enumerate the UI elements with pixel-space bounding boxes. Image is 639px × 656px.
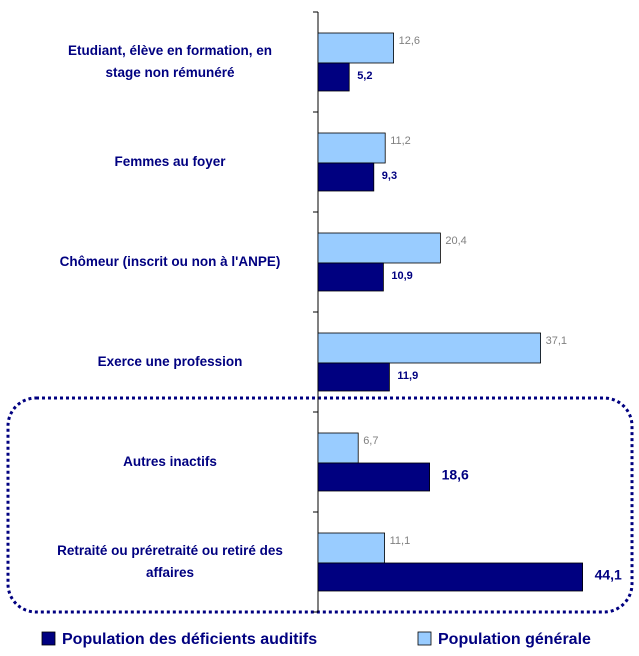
bar — [317, 232, 441, 264]
bar — [317, 532, 385, 564]
category-label: Autres inactifs — [123, 454, 217, 469]
value-label: 10,9 — [391, 270, 412, 282]
category-label: Chômeur (inscrit ou non à l'ANPE) — [59, 254, 281, 269]
category-label: Retraité ou préretraité ou retiré des af… — [57, 543, 283, 580]
value-label: 11,1 — [390, 535, 411, 547]
bar — [317, 362, 390, 392]
bar — [317, 562, 584, 592]
category-label: Exerce une profession — [97, 354, 243, 369]
value-label: 6,7 — [363, 435, 378, 447]
value-label: 44,1 — [595, 567, 622, 583]
bar — [317, 62, 350, 92]
value-label: 11,9 — [397, 370, 418, 382]
bar — [317, 332, 542, 364]
bar — [317, 132, 386, 164]
value-label: 18,6 — [442, 467, 469, 483]
value-label: 20,4 — [445, 235, 466, 247]
bar — [317, 432, 359, 464]
value-label: 5,2 — [357, 70, 372, 82]
value-label: 12,6 — [399, 35, 420, 47]
legend-label: Population des déficients auditifs — [62, 631, 317, 648]
bar — [317, 462, 430, 492]
bar — [317, 162, 375, 192]
bar — [317, 32, 394, 64]
category-label: Etudiant, élève en formation, en stage n… — [67, 43, 273, 80]
legend-swatch — [417, 631, 432, 646]
value-label: 37,1 — [546, 335, 567, 347]
highlight-frame — [6, 396, 634, 614]
legend-label: Population générale — [438, 631, 591, 648]
category-label: Femmes au foyer — [114, 154, 226, 169]
bar — [317, 262, 384, 292]
legend-swatch — [41, 631, 56, 646]
value-label: 11,2 — [390, 135, 411, 147]
value-label: 9,3 — [382, 170, 397, 182]
